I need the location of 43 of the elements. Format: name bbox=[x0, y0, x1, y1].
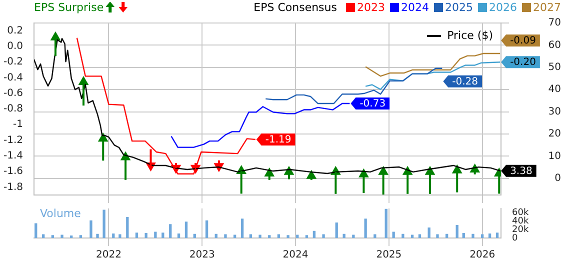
data-label: -0.09 bbox=[510, 36, 536, 47]
y-tick-label: -1.2 bbox=[3, 134, 23, 146]
y-tick-label: -1.6 bbox=[3, 166, 23, 178]
x-tick-label: 2024 bbox=[282, 250, 308, 261]
x-tick-label: 2026 bbox=[470, 250, 496, 261]
y-tick-label: -0.2 bbox=[3, 56, 23, 68]
y-tick-label: -0.8 bbox=[3, 104, 23, 115]
y2-tick-label: 50 bbox=[548, 62, 561, 73]
legend-label: Price ($) bbox=[447, 29, 493, 42]
y-tick-label: 20k bbox=[512, 224, 530, 235]
y2-tick-label: 60 bbox=[548, 40, 561, 51]
y-tick-label: 0 bbox=[512, 233, 518, 244]
y-tick-label: 0.0 bbox=[7, 41, 23, 52]
text: EPS Surprise bbox=[34, 0, 104, 14]
y-tick-label: 0.2 bbox=[7, 25, 23, 36]
y-tick-label: -1.8 bbox=[3, 182, 23, 193]
data-label: -0.20 bbox=[510, 57, 536, 68]
y-tick-label: -0.6 bbox=[3, 88, 23, 99]
data-label: -1.19 bbox=[265, 134, 292, 146]
y2-tick-label: 20 bbox=[548, 128, 561, 140]
y2-tick-label: 10 bbox=[548, 150, 561, 162]
legend-label: 2027 bbox=[533, 0, 561, 14]
x-tick-label: 2022 bbox=[96, 250, 122, 261]
y2-tick-label: 70 bbox=[548, 18, 561, 29]
y2-tick-label: 40 bbox=[548, 84, 561, 96]
x-tick-label: 2023 bbox=[189, 250, 215, 261]
y-tick-label: 40k bbox=[512, 216, 530, 226]
y-tick-label: -1.4 bbox=[3, 150, 23, 162]
legend-label: 2024 bbox=[401, 0, 429, 14]
y-tick-label: -0.4 bbox=[3, 72, 23, 84]
y-tick-label: -1 bbox=[13, 119, 23, 130]
data-label: -0.73 bbox=[360, 98, 386, 110]
y2-tick-label: 30 bbox=[548, 106, 561, 118]
data-label: 3.38 bbox=[510, 166, 532, 177]
legend-label: 2026 bbox=[489, 0, 517, 14]
y2-tick-label: 0 bbox=[554, 172, 561, 184]
legend-label: 2023 bbox=[357, 0, 385, 14]
legend-title: EPS Consensus bbox=[254, 0, 337, 14]
data-label: -0.28 bbox=[452, 76, 478, 88]
y-tick-label: 60k bbox=[512, 208, 530, 218]
y-axis-title: Volume bbox=[40, 207, 81, 220]
legend-label: 2025 bbox=[445, 0, 473, 14]
x-tick-label: 2025 bbox=[376, 250, 402, 261]
